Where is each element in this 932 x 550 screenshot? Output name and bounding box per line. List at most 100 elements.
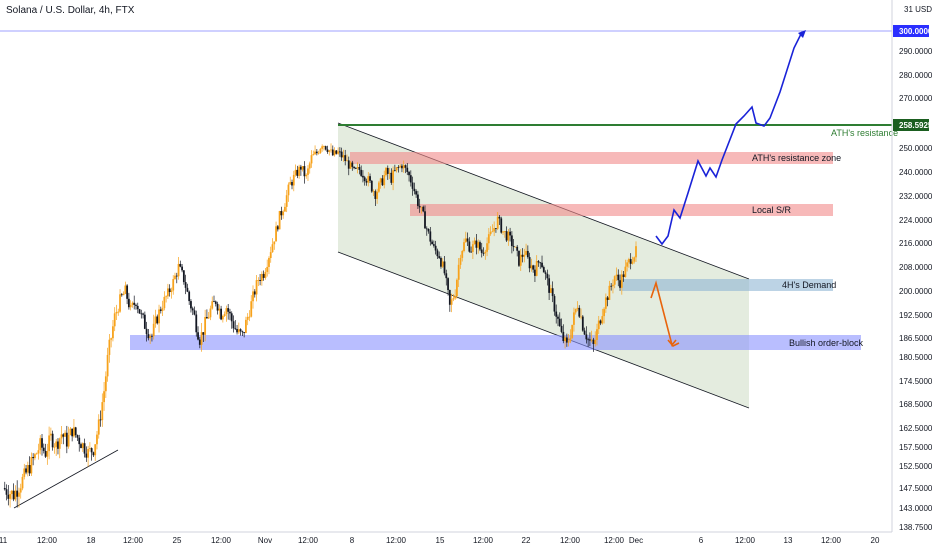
candle-body — [626, 262, 629, 267]
candle-body — [603, 308, 605, 317]
candle-body — [388, 172, 391, 174]
time-axis: 11 12:00 18 12:00 25 12:00 Nov 12:00 8 12:00 15 12:… — [0, 536, 880, 545]
candle-body — [406, 167, 409, 172]
candle-body — [129, 304, 132, 308]
candle-body — [464, 238, 467, 243]
candle-body — [557, 316, 559, 319]
chart-title: Solana / U.S. Dollar, 4h, FTX — [6, 5, 135, 16]
candle-body — [505, 231, 508, 241]
candle-body — [299, 166, 302, 170]
candle-body — [172, 279, 175, 291]
candle-body — [519, 254, 522, 266]
candle-body — [441, 261, 444, 267]
candle-body — [294, 169, 297, 175]
price-tick-label: 180.5000 — [899, 353, 932, 362]
candle-body — [565, 337, 568, 343]
candle-body — [315, 151, 318, 154]
candle-body — [81, 443, 84, 449]
candle-body — [383, 175, 386, 186]
candle-body — [429, 231, 432, 242]
candle-body — [76, 435, 79, 438]
candle-body — [498, 216, 501, 219]
price-tick-label: 162.5000 — [899, 424, 932, 433]
candle-body — [512, 245, 515, 247]
candle-body — [576, 307, 579, 310]
candle-body — [206, 316, 208, 319]
candle-body — [227, 308, 230, 312]
candle-body — [35, 453, 38, 455]
candle-body — [377, 182, 380, 192]
candle-body — [168, 288, 171, 293]
candle-body — [323, 146, 325, 147]
candle-body — [548, 278, 551, 293]
candle-body — [574, 309, 577, 313]
candle-body — [74, 427, 77, 436]
candle-body — [44, 450, 47, 457]
candle-body — [133, 302, 136, 305]
candle-body — [64, 432, 66, 437]
bullish-projection-path — [655, 31, 803, 246]
candle-body — [193, 310, 196, 315]
candle-body — [477, 242, 480, 248]
candle-body — [620, 274, 623, 288]
candle-body — [48, 435, 51, 452]
candle-body — [397, 167, 400, 168]
candle-body — [588, 339, 591, 341]
candle-body — [381, 178, 384, 186]
candle-body — [87, 449, 90, 458]
candle-body — [487, 234, 490, 244]
4h-demand-label: 4H's Demand — [782, 280, 836, 290]
candle-body — [39, 438, 42, 451]
candle-body — [372, 191, 375, 193]
candle-body — [354, 167, 357, 169]
ath-resistance-zone-label: ATH's resistance zone — [752, 153, 841, 163]
candle-body — [101, 402, 104, 421]
candle-body — [374, 191, 377, 199]
candle-body — [521, 254, 524, 257]
candle-body — [16, 490, 19, 497]
candle-body — [191, 308, 194, 311]
price-tick-label: 138.7500 — [899, 523, 932, 532]
price-tick-label: 240.0000 — [899, 168, 932, 177]
candle-body — [338, 151, 341, 153]
candle-body — [335, 150, 338, 154]
candle-body — [386, 167, 389, 174]
price-tick-label: 168.5000 — [899, 400, 932, 409]
candle-body — [612, 284, 614, 287]
candle-body — [289, 182, 292, 185]
candle-body — [53, 446, 56, 448]
candle-body — [138, 309, 141, 314]
candle-body — [113, 313, 116, 327]
candle-body — [204, 316, 207, 335]
candle-body — [587, 339, 590, 341]
price-tick-label: 270.0000 — [899, 94, 932, 103]
candle-body — [326, 149, 329, 152]
candle-body — [143, 314, 146, 329]
candle-body — [188, 291, 191, 302]
candle-body — [287, 184, 290, 196]
candle-body — [186, 287, 189, 292]
candle-body — [633, 257, 636, 262]
price-tick-label: 208.0000 — [899, 263, 932, 272]
candle-body — [65, 432, 68, 447]
candle-body — [310, 155, 313, 164]
candle-body — [32, 456, 35, 459]
candle-body — [175, 275, 178, 277]
candle-body — [471, 244, 474, 252]
candle-body — [239, 329, 242, 332]
candle-body — [514, 246, 517, 248]
candle-body — [278, 211, 281, 230]
price-tick-label: 250.0000 — [899, 144, 932, 153]
candle-body — [629, 259, 632, 264]
candle-body — [413, 188, 416, 192]
candle-body — [408, 171, 410, 176]
time-tick-label: 12:00 — [211, 536, 232, 545]
candle-body — [542, 267, 545, 273]
price-tick-label: 143.0000 — [899, 504, 932, 513]
candle-body — [252, 291, 254, 302]
candle-body — [18, 492, 20, 497]
candle-body — [94, 444, 97, 456]
candle-body — [349, 162, 352, 169]
candle-body — [346, 160, 348, 162]
candle-body — [390, 172, 393, 183]
